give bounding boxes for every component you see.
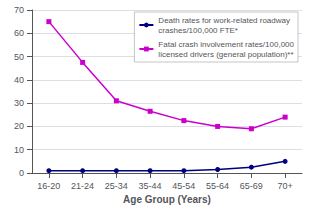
svg-text:50: 50 [14, 52, 24, 62]
svg-text:21-24: 21-24 [71, 181, 94, 191]
svg-text:crashes/100,000 FTE*: crashes/100,000 FTE* [158, 26, 238, 35]
svg-text:Death rates for work-related r: Death rates for work-related roadway [158, 16, 290, 25]
svg-text:60: 60 [14, 28, 24, 38]
svg-text:65-69: 65-69 [240, 181, 263, 191]
svg-text:20: 20 [14, 121, 24, 131]
svg-text:40: 40 [14, 75, 24, 85]
svg-text:55-64: 55-64 [206, 181, 229, 191]
svg-text:25-34: 25-34 [105, 181, 128, 191]
svg-text:0: 0 [19, 168, 24, 178]
svg-text:70: 70 [14, 5, 24, 15]
svg-text:70+: 70+ [277, 181, 292, 191]
svg-text:Age Group (Years): Age Group (Years) [123, 194, 211, 205]
svg-text:16-20: 16-20 [37, 181, 60, 191]
svg-text:licensed drivers (general popu: licensed drivers (general population)** [158, 50, 293, 59]
svg-text:35-44: 35-44 [139, 181, 162, 191]
svg-text:10: 10 [14, 145, 24, 155]
svg-text:30: 30 [14, 98, 24, 108]
svg-text:Fatal crash involvement rates/: Fatal crash involvement rates/100,000 [158, 40, 294, 49]
svg-text:45-54: 45-54 [172, 181, 195, 191]
